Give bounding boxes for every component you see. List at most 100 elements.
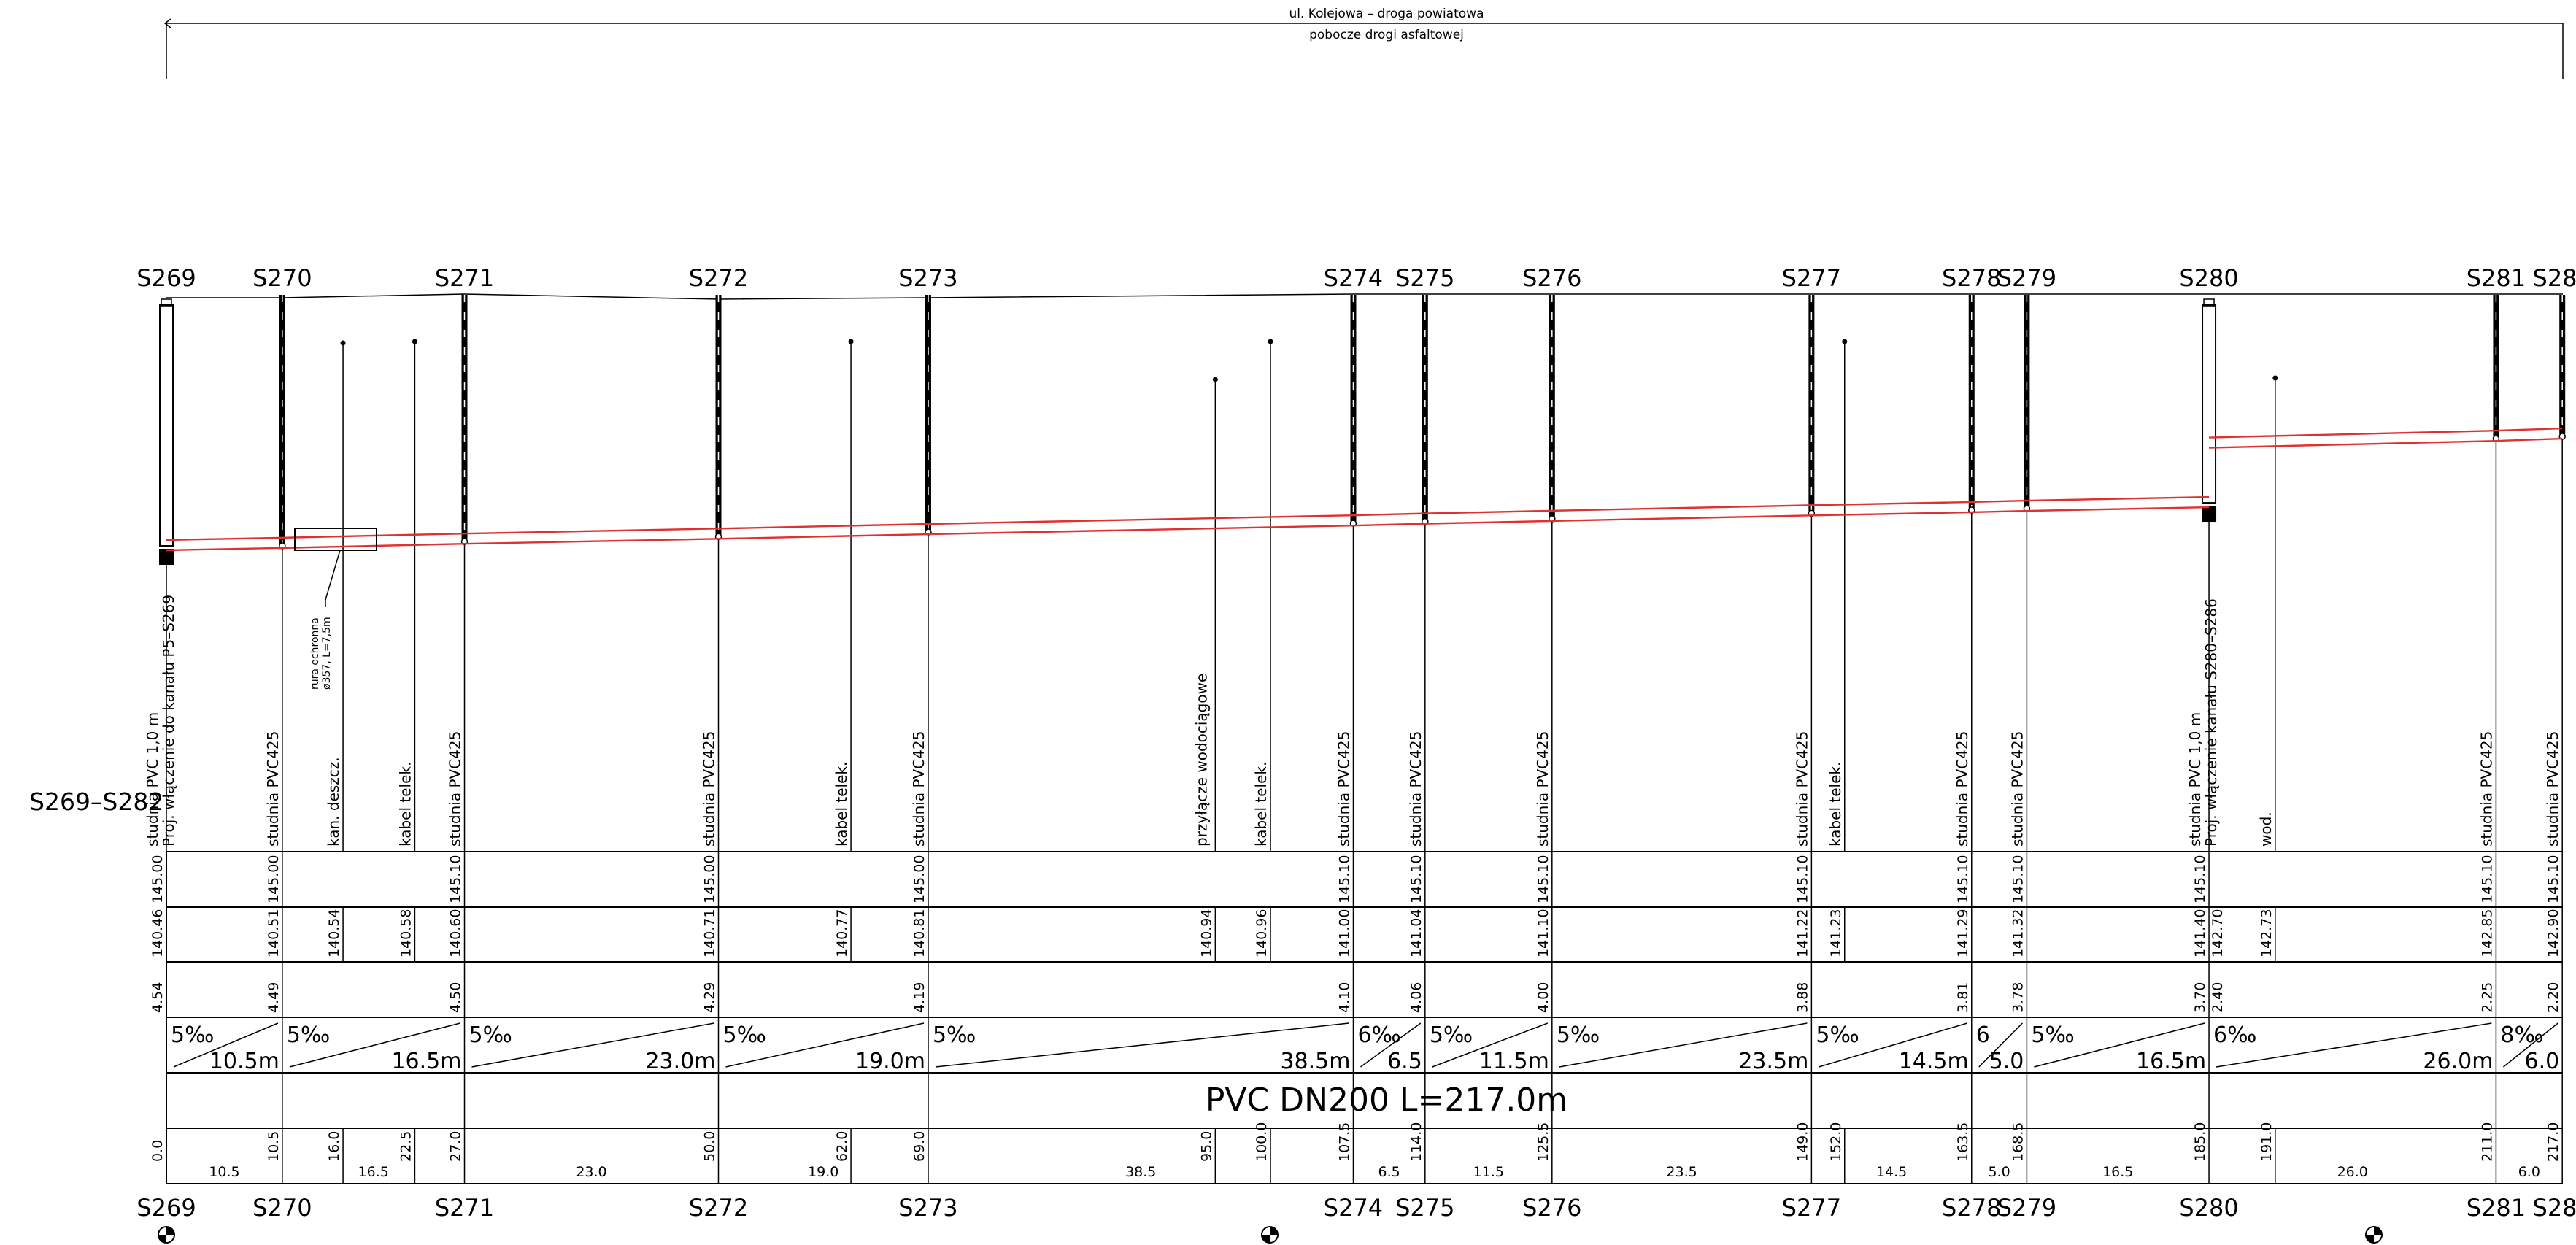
chainage: 10.5	[266, 1131, 282, 1162]
invert-elevation: 141.00	[1336, 909, 1352, 957]
invert-elevation: 142.90	[2545, 909, 2561, 957]
well-name-bottom: S275	[1395, 1194, 1454, 1222]
survey-markers	[158, 1226, 2383, 1244]
segment: 5‰ 23.0m 23.0	[469, 1022, 716, 1180]
well-description: studnia PVC425	[1534, 731, 1551, 847]
pipe-invert	[1424, 520, 1552, 525]
well-name-bottom: S269	[136, 1194, 196, 1222]
crossing-description: kabel telek.	[396, 762, 414, 847]
invert-elevation: 140.51	[266, 909, 282, 957]
invert-elevation: 142.85	[2479, 909, 2495, 957]
well-depth: 2.20	[2545, 982, 2561, 1013]
well-name-bottom: S274	[1324, 1194, 1383, 1222]
chainage: 211.0	[2479, 1122, 2495, 1162]
well-shaft	[925, 295, 931, 531]
crossing-description: kabel telek.	[1252, 762, 1270, 847]
segment-length: 23.5m	[1738, 1049, 1808, 1074]
segment: 6‰6.56.5	[1357, 1022, 1422, 1180]
crossing-description: przyłącze wodociągowe	[1192, 674, 1210, 847]
well-name-top: S274	[1324, 264, 1383, 292]
slope-diagonal	[289, 1022, 460, 1068]
slope-diagonal	[725, 1022, 925, 1068]
pipe-crown	[718, 523, 928, 530]
pipe-crown	[2027, 496, 2210, 502]
well-name-top: S270	[252, 264, 312, 292]
segment: 65.05.0	[1976, 1022, 2024, 1180]
segment-length: 6.5	[1387, 1049, 1422, 1074]
segment-slope: 5‰	[933, 1022, 976, 1048]
well-name-top: S272	[689, 264, 748, 292]
segment-span: 23.0	[576, 1164, 606, 1180]
slope-diagonal	[1819, 1022, 1967, 1068]
chainage: 0.0	[150, 1140, 166, 1162]
invert-elevation: 140.81	[911, 909, 928, 957]
segment-length: 11.5m	[1479, 1049, 1549, 1074]
utility-crossing: kabel telek. 141.23 152.0	[1827, 339, 1848, 1184]
well-s279: S279 S279 studnia PVC425 145.10 141.32 3.78 16…	[1997, 264, 2056, 1222]
crossing-description: kan. deszcz.	[325, 757, 342, 847]
rim-elevation: 145.10	[1408, 855, 1424, 903]
manhole-base	[2202, 506, 2217, 523]
well-description: studnia PVC425	[701, 731, 718, 847]
well-connection-note: Proj. włączenie do kanału P5–S269	[160, 595, 177, 847]
well-s282: S282 S282 studnia PVC425 145.10 142.90 2.20 21…	[2533, 264, 2576, 1222]
slope-diagonal	[1978, 1022, 2023, 1068]
shoulder-label: pobocze drogi asfaltowej	[1309, 28, 1464, 42]
segment-slope: 5‰	[1816, 1022, 1859, 1048]
casing-pipe	[294, 528, 377, 551]
well-description: studnia PVC425	[447, 731, 464, 847]
well-s271: S271 S271 studnia PVC425 145.10 140.60 4.50 27…	[435, 264, 494, 1222]
rim-elevation: 145.00	[266, 855, 282, 903]
utility-crossing: przyłącze wodociągowe 140.94 95.0	[1192, 377, 1218, 1184]
well-description: studnia PVC425	[1335, 731, 1352, 847]
well-description: studnia PVC425	[2477, 731, 2495, 847]
manhole-cover	[2203, 298, 2215, 307]
crossing-marker	[1842, 339, 1848, 344]
segment-span: 6.0	[2518, 1164, 2540, 1180]
segment-slope: 5‰	[1557, 1022, 1600, 1048]
segment: 5‰10.5m 10.5	[171, 1022, 279, 1180]
protective-casing	[294, 528, 377, 607]
segment-length: 16.5m	[391, 1049, 461, 1074]
chainage: 27.0	[448, 1131, 464, 1162]
well-name-top: S279	[1997, 264, 2056, 292]
pipe-invert	[2209, 439, 2496, 449]
well-depth: 4.06	[1408, 982, 1424, 1013]
segment-length: 19.0m	[855, 1049, 925, 1074]
chainage: 69.0	[911, 1131, 928, 1162]
pipe-crown	[1811, 501, 1972, 506]
well-s278: S278 S278 studnia PVC425 145.10 141.29 3.81 16…	[1942, 264, 2001, 1222]
invert-elevation: 140.60	[448, 909, 464, 957]
well-depth: 4.10	[1336, 982, 1352, 1013]
pipe-crown	[282, 533, 465, 539]
segment: 5‰ 38.5m 38.5	[933, 1022, 1351, 1180]
slope-diagonal	[1360, 1022, 1422, 1068]
well-depth: 3.81	[1955, 982, 1971, 1013]
segment-length: 23.0m	[645, 1049, 715, 1074]
chainage: 114.0	[1408, 1122, 1424, 1162]
pipe-invert	[1971, 509, 2027, 514]
segment-slope: 5‰	[1430, 1022, 1473, 1048]
segment-length: 26.0m	[2423, 1049, 2493, 1074]
slope-diagonal	[2502, 1022, 2558, 1068]
segment: 5‰ 23.5m 23.5	[1557, 1022, 1809, 1180]
utility-crossings: kan. deszcz. 140.54 16.0 rura ochronna ø357,…	[309, 339, 2278, 1184]
crossing-elevation: 142.73	[2259, 909, 2275, 957]
segment-slope: 5‰	[469, 1022, 512, 1048]
survey-marker-icon	[2365, 1226, 2383, 1244]
crossing-elevation: 140.94	[1198, 909, 1214, 957]
invert-elevation: 141.10	[1535, 909, 1551, 957]
crossing-chainage: 95.0	[1198, 1131, 1214, 1162]
invert-elevation: 141.22	[1794, 909, 1810, 957]
rim-elevation: 145.00	[150, 855, 166, 903]
pipe-invert	[1353, 523, 1425, 527]
invert-elevation: 141.04	[1408, 909, 1424, 957]
well-shaft	[2559, 295, 2566, 435]
well-depth: 4.00	[1535, 982, 1551, 1013]
manhole-shaft	[159, 304, 174, 547]
well-name-top: S269	[136, 264, 196, 292]
segment-slope: 5‰	[723, 1022, 766, 1048]
well-name-top: S281	[2467, 264, 2526, 292]
